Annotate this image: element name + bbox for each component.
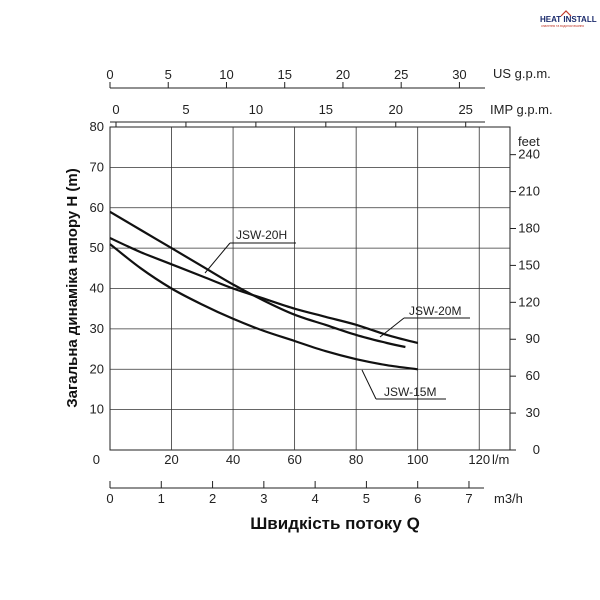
y-zero-label: 0 bbox=[93, 452, 100, 467]
series-label-jsw-20m: JSW-20M bbox=[409, 304, 461, 318]
m3h-tick-label: 6 bbox=[414, 491, 421, 506]
m3h-axis: m3/h 0 1 2 3 4 5 6 7 bbox=[106, 481, 523, 506]
us-gpm-tick-label: 10 bbox=[219, 67, 233, 82]
top-axes: US g.p.m. IMP g.p.m. 0 5 10 15 20 25 30 0 5 10 15 2… bbox=[106, 66, 553, 127]
x-tick-label: 100 bbox=[407, 452, 429, 467]
feet-tick-label: 90 bbox=[526, 331, 540, 346]
x-tick-label: 60 bbox=[287, 452, 301, 467]
y-tick-label: 70 bbox=[90, 159, 104, 174]
imp-gpm-tick-label: 15 bbox=[319, 102, 333, 117]
m3h-tick-label: 0 bbox=[106, 491, 113, 506]
series-label-leader bbox=[379, 317, 405, 338]
m3h-tick-label: 7 bbox=[465, 491, 472, 506]
m3h-axis-label: m3/h bbox=[494, 491, 523, 506]
m3h-tick-label: 5 bbox=[363, 491, 370, 506]
imp-gpm-tick-label: 5 bbox=[182, 102, 189, 117]
us-gpm-axis-label: US g.p.m. bbox=[493, 66, 551, 81]
us-gpm-tick-label: 20 bbox=[336, 67, 350, 82]
feet-tick-label: 60 bbox=[526, 368, 540, 383]
feet-tick-label: 150 bbox=[518, 257, 540, 272]
feet-tick-label: 210 bbox=[518, 184, 540, 199]
m3h-tick-label: 2 bbox=[209, 491, 216, 506]
x-tick-label: 80 bbox=[349, 452, 363, 467]
x-unit-label: l/m bbox=[492, 452, 509, 467]
x-tick-label: 40 bbox=[226, 452, 240, 467]
series-label-jsw-20h: JSW-20H bbox=[236, 228, 287, 242]
imp-gpm-tick-label: 10 bbox=[249, 102, 263, 117]
series-label-jsw-15m: JSW-15M bbox=[384, 385, 436, 399]
imp-gpm-tick-label: 0 bbox=[112, 102, 119, 117]
y-tick-label: 80 bbox=[90, 119, 104, 134]
imp-gpm-axis-label: IMP g.p.m. bbox=[490, 102, 553, 117]
feet-axis: feet 0 30 60 90 120 150 180 210 240 bbox=[510, 134, 540, 457]
series-line-jsw-15m bbox=[109, 243, 418, 371]
series-line-jsw-20m bbox=[109, 237, 418, 345]
y-tick-label: 40 bbox=[90, 281, 104, 296]
us-gpm-tick-label: 15 bbox=[277, 67, 291, 82]
y-tick-label: 20 bbox=[90, 361, 104, 376]
x-tick-label: 20 bbox=[164, 452, 178, 467]
imp-gpm-tick-label: 25 bbox=[458, 102, 472, 117]
us-gpm-tick-label: 30 bbox=[452, 67, 466, 82]
y-tick-label: 10 bbox=[90, 402, 104, 417]
series-line-jsw-20h bbox=[109, 210, 406, 349]
series-label-leader bbox=[361, 369, 377, 400]
series-layer: JSW-20H JSW-20M JSW-15M bbox=[109, 210, 470, 400]
feet-tick-label: 180 bbox=[518, 220, 540, 235]
m3h-tick-label: 3 bbox=[260, 491, 267, 506]
logo-tagline: опалення та водопостачання bbox=[541, 24, 584, 28]
x-tick-label: 120 bbox=[468, 452, 490, 467]
plot-area bbox=[109, 126, 511, 451]
us-gpm-tick-label: 5 bbox=[165, 67, 172, 82]
y-axis-title: Загальна динаміка напору H (m) bbox=[64, 168, 81, 408]
y-tick-label: 60 bbox=[90, 200, 104, 215]
x-axis-title: Швидкість потоку Q bbox=[250, 514, 420, 533]
feet-tick-label: 120 bbox=[518, 294, 540, 309]
feet-axis-label: feet bbox=[518, 134, 540, 149]
y-tick-label: 30 bbox=[90, 321, 104, 336]
imp-gpm-tick-label: 20 bbox=[389, 102, 403, 117]
feet-tick-label: 30 bbox=[526, 405, 540, 420]
house-roof-icon bbox=[560, 10, 572, 17]
logo-text: HEAT INSTALL bbox=[540, 15, 597, 24]
feet-tick-label: 240 bbox=[518, 147, 540, 162]
y-tick-label: 50 bbox=[90, 240, 104, 255]
us-gpm-tick-label: 25 bbox=[394, 67, 408, 82]
feet-tick-label: 0 bbox=[533, 442, 540, 457]
us-gpm-tick-label: 0 bbox=[106, 67, 113, 82]
m3h-tick-label: 1 bbox=[158, 491, 165, 506]
brand-logo: HEAT INSTALL опалення та водопостачання bbox=[540, 10, 597, 28]
series-label-leader bbox=[204, 242, 231, 274]
m3h-tick-label: 4 bbox=[312, 491, 319, 506]
